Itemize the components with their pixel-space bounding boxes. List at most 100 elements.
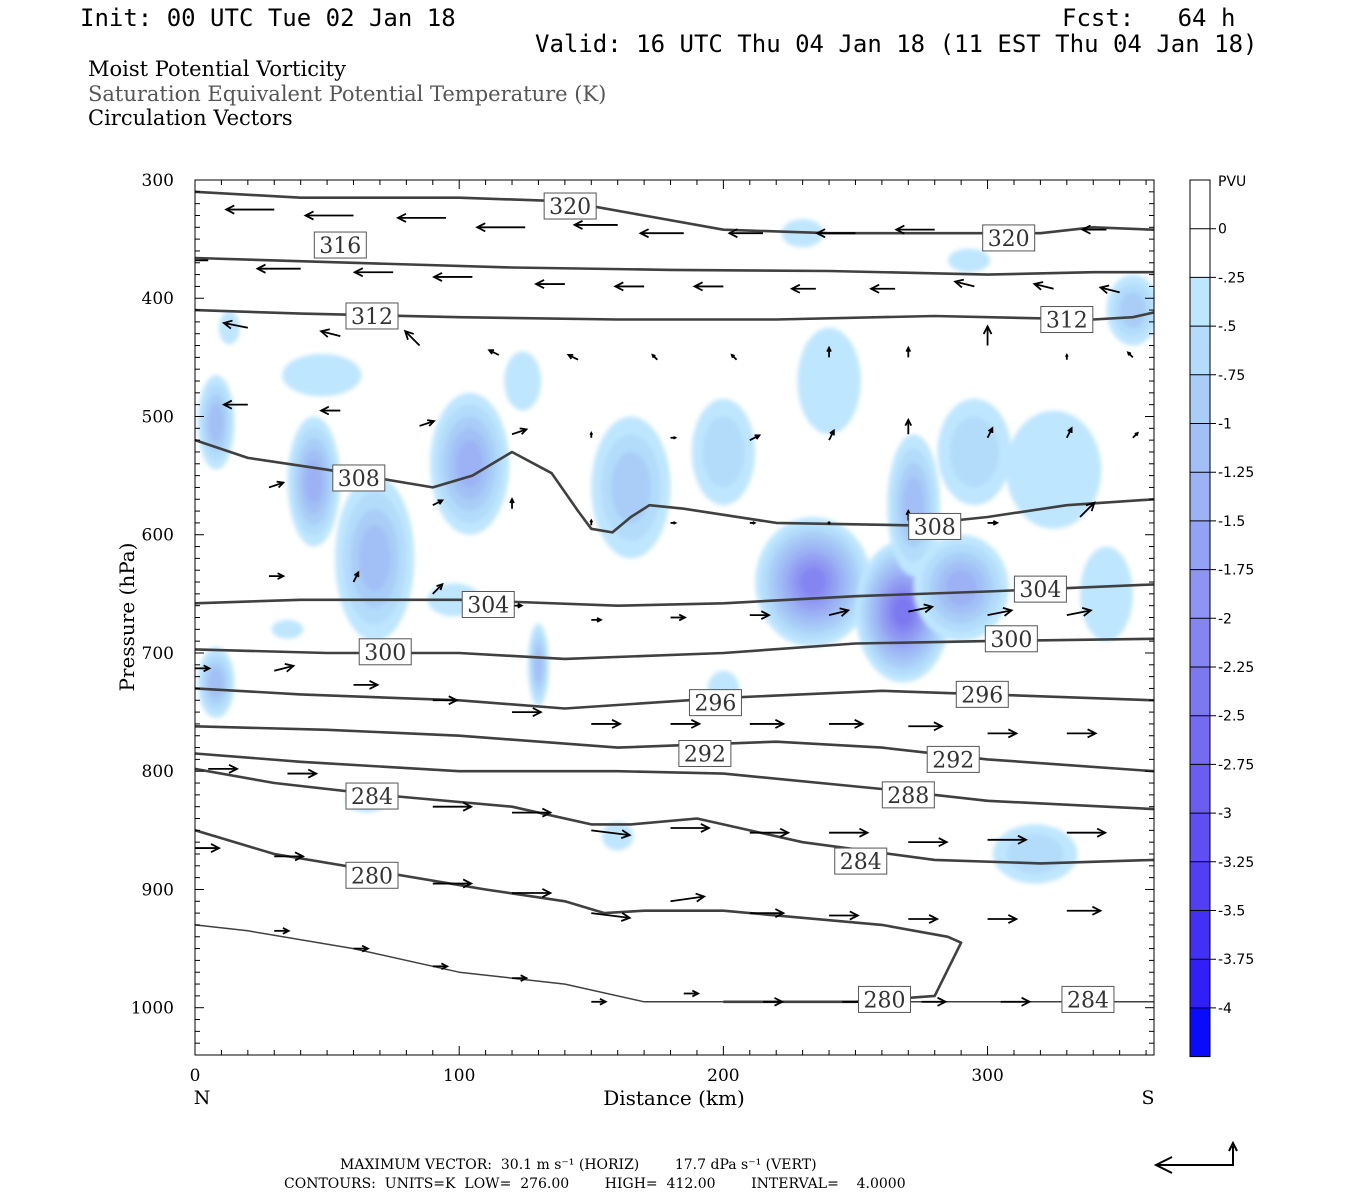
theta-contour-300	[195, 637, 1154, 661]
vector-arrow	[908, 721, 944, 732]
svg-text:320: 320	[549, 195, 591, 220]
y-tick-label: 1000	[131, 999, 174, 1019]
colorbar-label: -3.5	[1218, 904, 1245, 920]
colorbar-label: -.25	[1218, 270, 1245, 286]
colorbar-label: -1	[1218, 417, 1232, 433]
vector-arrow	[591, 998, 608, 1006]
colorbar-swatch	[1190, 472, 1210, 521]
x-tick-label: 100	[443, 1066, 475, 1086]
y-tick-label: 500	[142, 407, 174, 427]
vector-arrow	[987, 520, 1000, 526]
vector-arrow	[815, 228, 856, 239]
contour-info: CONTOURS: UNITS=K LOW= 276.00 HIGH= 412.…	[284, 1176, 906, 1192]
vector-arrow	[395, 212, 446, 223]
colorbar-label: -1.75	[1218, 563, 1254, 579]
vector-arrow	[419, 419, 436, 427]
contour-label: 304	[1013, 575, 1067, 603]
svg-text:316: 316	[319, 234, 361, 259]
vector-arrow	[432, 962, 450, 971]
colorbar-swatch	[1190, 959, 1210, 1008]
colorbar-units: PVU	[1218, 174, 1246, 190]
pv-blob	[797, 327, 861, 435]
colorbar-swatch	[1190, 764, 1210, 814]
vector-arrow	[987, 607, 1014, 617]
y-tick-label: 300	[142, 171, 174, 191]
pv-blob	[208, 403, 224, 442]
contour-label: 312	[345, 302, 399, 330]
vector-arrow	[727, 228, 764, 239]
pv-blob	[1080, 546, 1133, 642]
vector-arrow	[487, 349, 500, 356]
pv-blob	[947, 248, 991, 273]
vector-arrow	[1066, 905, 1103, 916]
vector-arrow	[749, 434, 762, 441]
vector-arrow	[749, 610, 771, 620]
vector-arrow	[1066, 827, 1108, 838]
pv-blob	[800, 567, 827, 597]
x-tick-label: 0	[190, 1066, 201, 1086]
vector-arrow	[432, 801, 474, 812]
vector-arrow	[904, 417, 913, 435]
vector-arrow	[987, 834, 1028, 845]
vector-arrow	[987, 728, 1019, 739]
pv-blob	[358, 525, 391, 592]
vector-arrow	[869, 283, 896, 294]
contour-label: 312	[1040, 306, 1094, 334]
vector-arrow	[1066, 607, 1093, 617]
vector-arrow	[195, 259, 209, 262]
vector-arrow	[432, 582, 444, 595]
svg-text:280: 280	[864, 988, 906, 1013]
svg-text:312: 312	[351, 305, 393, 330]
vector-arrow	[195, 843, 221, 853]
vector-arrow	[1098, 284, 1120, 295]
theta-contour-276	[195, 924, 1154, 1003]
contour-label: 300	[358, 638, 412, 666]
colorbar-swatch	[1190, 277, 1210, 327]
pv-blob	[702, 416, 745, 488]
colorbar-swatch	[1190, 228, 1210, 278]
colorbar-label: -3.25	[1218, 855, 1254, 871]
vector-arrow	[287, 768, 319, 779]
vector-arrow	[534, 279, 565, 289]
x-end-label-left: N	[194, 1087, 211, 1109]
reference-vector-icon	[1153, 1140, 1238, 1174]
vector-arrow	[828, 607, 851, 617]
theta-contour-284	[195, 767, 1154, 865]
colorbar-swatch	[1190, 813, 1210, 862]
y-tick-label: 400	[142, 289, 174, 309]
contour-label: 316	[313, 231, 367, 259]
contour-label: 304	[461, 590, 515, 618]
vector-arrow	[319, 405, 341, 416]
theta-contour-316	[195, 256, 1154, 276]
contour-label: 288	[881, 781, 935, 809]
vector-arrow	[221, 319, 249, 330]
colorbar-label: -1.25	[1218, 465, 1254, 481]
field-title-theta: Saturation Equivalent Potential Temperat…	[88, 82, 607, 106]
colorbar-swatch	[1190, 326, 1210, 375]
svg-text:320: 320	[988, 227, 1030, 252]
pv-blob	[208, 668, 224, 697]
vector-arrow	[1066, 426, 1073, 439]
colorbar-swatch	[1190, 374, 1210, 424]
colorbar-label: -2	[1218, 611, 1232, 627]
vector-arrow	[274, 927, 291, 935]
theta-contour-296	[195, 687, 1154, 710]
vector-arrow	[319, 328, 341, 338]
vector-arrow	[591, 719, 623, 729]
vector-arrow	[670, 719, 702, 729]
pv-blob	[1006, 410, 1102, 529]
vector-arrow	[1132, 431, 1140, 439]
vector-arrow	[274, 663, 296, 673]
vector-arrow	[1066, 728, 1098, 739]
vector-arrow	[670, 892, 707, 903]
vector-arrow	[953, 278, 975, 289]
vector-arrow	[749, 908, 786, 918]
svg-text:280: 280	[351, 864, 393, 889]
pv-blob	[271, 619, 304, 639]
vector-arrow	[829, 910, 860, 921]
vector-arrow	[986, 426, 994, 439]
vector-arrow	[1079, 501, 1096, 518]
vector-arrow	[589, 430, 594, 438]
vector-arrow	[512, 974, 529, 982]
